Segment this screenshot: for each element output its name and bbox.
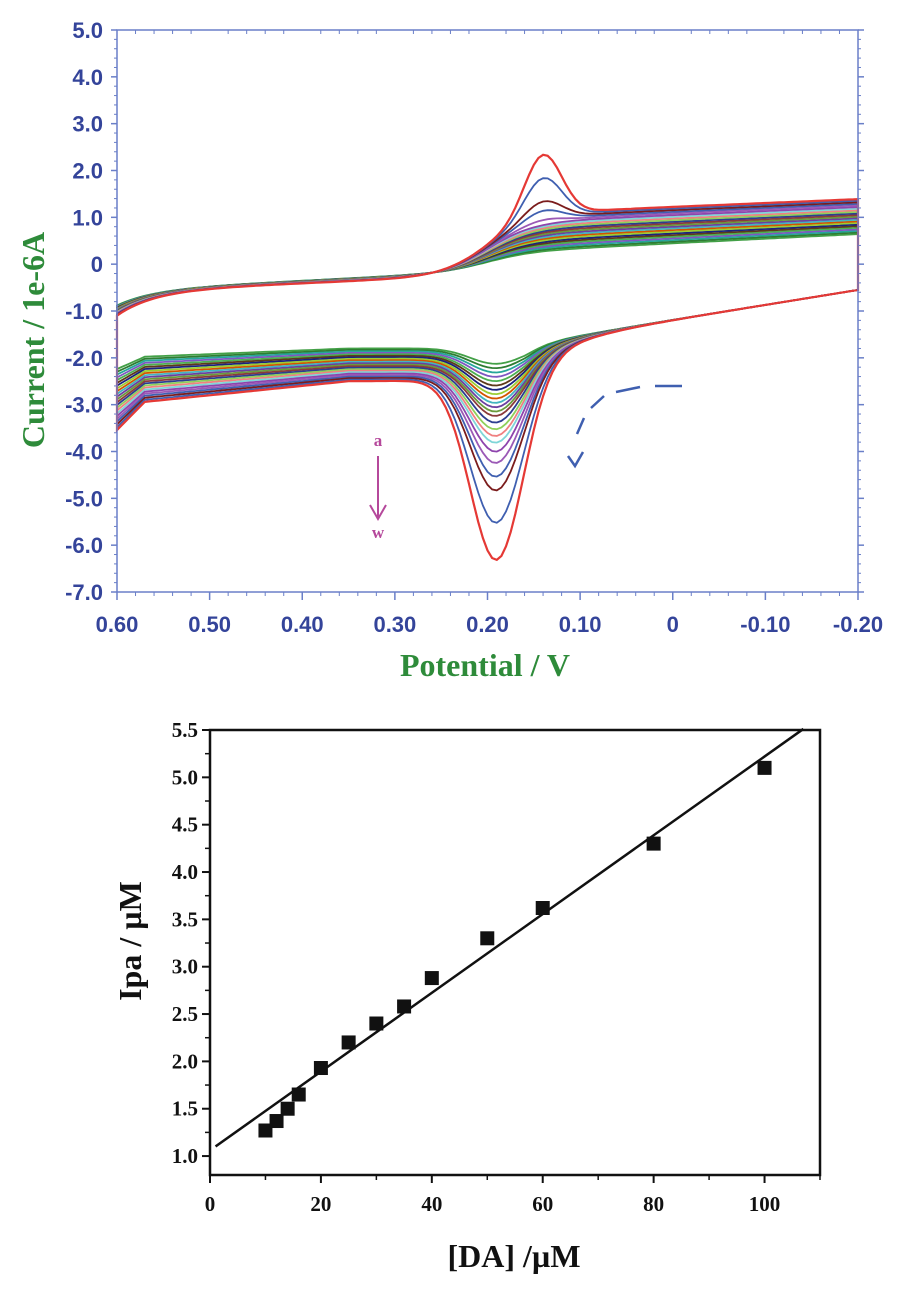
cal-y-tick-label: 5.5 — [172, 718, 198, 742]
cal-y-tick-label: 4.0 — [172, 860, 198, 884]
cal-y-tick-label: 2.0 — [172, 1049, 198, 1073]
cv-y-tick-label: 2.0 — [72, 159, 103, 184]
cal-ylabel: Ipa / µM — [112, 881, 148, 1001]
cv-axis-frame — [116, 29, 859, 593]
cal-data-point — [258, 1123, 273, 1138]
cv-arrow-label-bottom: w — [372, 523, 385, 542]
cv-series-arrow: a w — [369, 431, 387, 542]
cv-xlabel: Potential / V — [400, 647, 570, 683]
cal-y-tick-label: 3.0 — [172, 955, 198, 979]
cal-y-tick-label: 1.0 — [172, 1144, 198, 1168]
cal-plot-frame — [208, 728, 822, 1177]
cv-x-tick-label: 0.10 — [559, 612, 602, 637]
cal-x-tick-label: 60 — [532, 1192, 553, 1216]
cal-data-point — [535, 901, 550, 915]
cal-points — [258, 760, 772, 1138]
cal-regression-line — [214, 727, 805, 1148]
cv-x-tick-label: 0.50 — [188, 612, 231, 637]
cv-x-tick-label: 0 — [667, 612, 679, 637]
cal-y-tick-label: 5.0 — [172, 765, 198, 789]
cv-y-tick-label: 4.0 — [72, 65, 103, 90]
cv-arrow-label-top: a — [374, 431, 383, 450]
cv-curves — [115, 153, 860, 562]
cal-fit-line — [214, 727, 805, 1148]
cal-y-tick-label: 1.5 — [172, 1097, 198, 1121]
cal-data-point — [757, 760, 772, 775]
cv-y-tick-label: -1.0 — [65, 299, 103, 324]
cv-y-tick-label: 1.0 — [72, 205, 103, 230]
cv-ylabel: Current / 1e-6A — [15, 232, 51, 448]
cv-y-ticks: 5.0 4.0 3.0 2.0 1.0 0 -1.0 -2.0 -3.0 -4.0 -5.0 -6.0… — [65, 18, 864, 605]
cal-data-point — [280, 1101, 295, 1116]
cal-data-point — [646, 836, 661, 851]
cal-x-ticks: 0 20 40 60 80 100 — [205, 1175, 821, 1216]
cal-y-tick-label: 3.5 — [172, 907, 198, 931]
cal-y-tick-label: 4.5 — [172, 813, 198, 837]
cv-chart: 0.60 0.50 0.40 0.30 0.20 0.10 0 -0.10 -0.20 5.0 4… — [15, 18, 883, 683]
cv-y-tick-label: -7.0 — [65, 580, 103, 605]
cal-y-tick-label: 2.5 — [172, 1002, 198, 1026]
cv-scan-direction-arrow — [566, 384, 682, 469]
cal-data-point — [480, 931, 495, 946]
cv-y-tick-label: 0 — [91, 252, 103, 277]
cv-y-tick-label: -6.0 — [65, 533, 103, 558]
cal-data-point — [291, 1087, 306, 1102]
cal-data-point — [369, 1016, 384, 1031]
cal-axis-frame — [208, 728, 822, 1177]
cal-data-point — [341, 1035, 356, 1050]
cal-xlabel: [DA] /µM — [447, 1238, 580, 1274]
cv-x-tick-label: 0.60 — [96, 612, 139, 637]
cv-x-tick-label: -0.20 — [833, 612, 883, 637]
cv-x-tick-label: 0.30 — [373, 612, 416, 637]
cal-x-tick-label: 0 — [205, 1192, 216, 1216]
cv-x-tick-label: 0.40 — [281, 612, 324, 637]
cal-x-tick-label: 100 — [749, 1192, 781, 1216]
cal-x-tick-label: 40 — [421, 1192, 442, 1216]
cv-y-tick-label: 3.0 — [72, 112, 103, 137]
cv-y-tick-label: -4.0 — [65, 440, 103, 465]
cal-data-point — [397, 999, 412, 1014]
cv-axes — [116, 29, 859, 593]
cv-y-tick-label: -3.0 — [65, 393, 103, 418]
cv-x-tick-label: -0.10 — [740, 612, 790, 637]
cv-y-tick-label: 5.0 — [72, 18, 103, 43]
cal-data-point — [269, 1114, 284, 1129]
cal-data-point — [424, 971, 439, 986]
cal-x-tick-label: 80 — [643, 1192, 664, 1216]
cal-x-tick-label: 20 — [310, 1192, 331, 1216]
cal-y-ticks: 1.0 1.5 2.0 2.5 3.0 3.5 4.0 4.5 5.0 5.5 — [172, 718, 210, 1168]
cv-y-tick-label: -2.0 — [65, 346, 103, 371]
cv-x-tick-label: 0.20 — [466, 612, 509, 637]
cv-x-ticks: 0.60 0.50 0.40 0.30 0.20 0.10 0 -0.10 -0.20 — [96, 30, 883, 637]
cv-y-tick-label: -5.0 — [65, 486, 103, 511]
cal-data-point — [313, 1061, 328, 1076]
